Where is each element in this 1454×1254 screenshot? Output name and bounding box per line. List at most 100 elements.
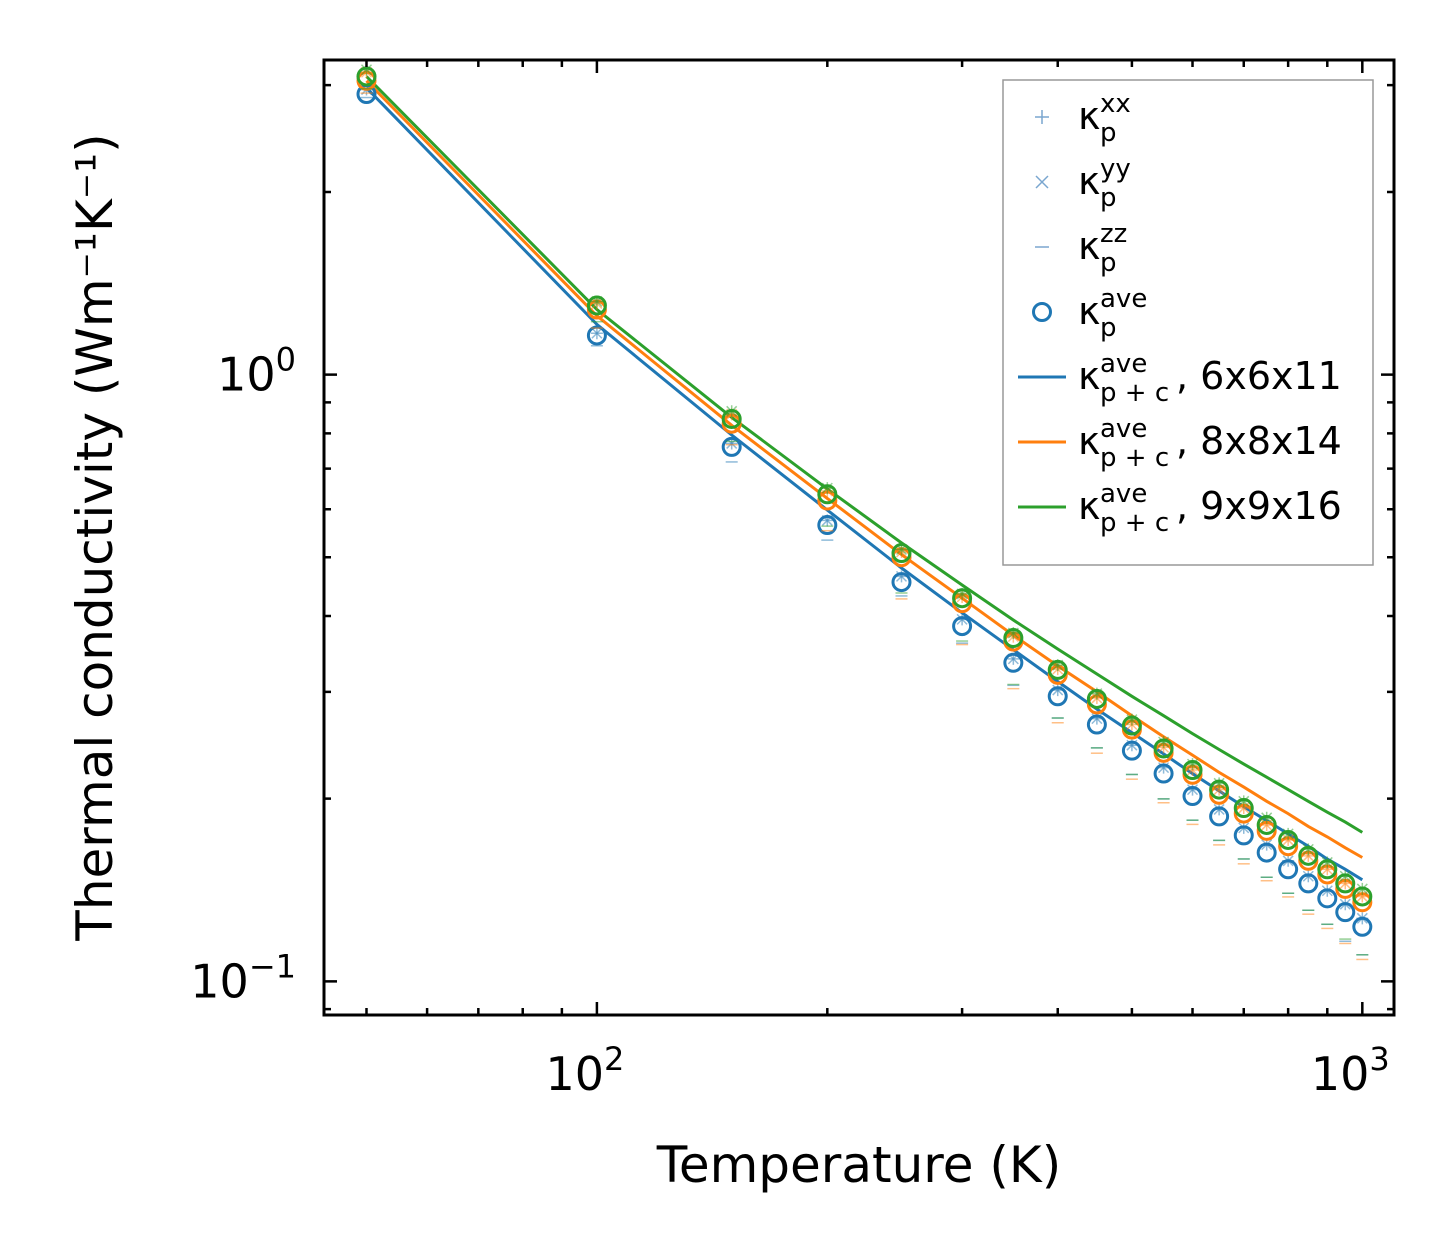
- legend-plus-marker: [1035, 110, 1049, 124]
- marker-ave-6x6x11: [1153, 763, 1174, 784]
- legend-entry-3-superscript: ave: [1100, 284, 1147, 314]
- marker-ave-9x9x16: [356, 66, 377, 87]
- legend-entry-4-superscript: ave: [1100, 349, 1147, 379]
- y-axis-label: Thermal conductivity (Wm⁻¹K⁻¹): [66, 133, 124, 941]
- marker-ave-9x9x16: [586, 295, 607, 316]
- series-line-6x6x11: [365, 86, 1364, 882]
- marker-ave-6x6x11: [721, 436, 742, 457]
- legend-entry-5-subscript: p + c: [1100, 443, 1169, 473]
- marker-yy-6x6x11: [1052, 684, 1064, 696]
- marker-yy-6x6x11: [956, 613, 968, 625]
- marker-ave-9x9x16: [1003, 628, 1024, 649]
- marker-yy-9x9x16: [821, 482, 833, 494]
- legend-entry-5-superscript: ave: [1100, 414, 1147, 444]
- legend-entry-0-label: κxx p: [1078, 89, 1131, 148]
- marker-yy-9x9x16: [1321, 856, 1333, 868]
- marker-ave-6x6x11: [1182, 786, 1203, 807]
- marker-ave-6x6x11: [586, 325, 607, 346]
- legend-entry-0-symbol: κ: [1078, 94, 1100, 138]
- marker-ave-6x6x11: [1335, 902, 1356, 923]
- marker-ave-9x9x16: [1182, 759, 1203, 780]
- marker-ave-6x6x11: [1209, 806, 1230, 827]
- y-tick-label-base: 10: [217, 348, 276, 402]
- series-line-8x8x14: [365, 79, 1364, 859]
- marker-ave-9x9x16: [1153, 738, 1174, 759]
- legend-entry-1-label: κyy p: [1078, 154, 1131, 213]
- x-tick-label-base: 10: [545, 1047, 604, 1101]
- y-tick-label: 10−1: [190, 947, 296, 1008]
- legend-entry-2-subscript: p: [1100, 248, 1117, 278]
- marker-ave-9x9x16: [1352, 886, 1373, 907]
- y-tick-label-exponent: −1: [249, 947, 296, 985]
- legend-entry-1-superscript: yy: [1100, 154, 1131, 184]
- legend-entry-0-subscript: p: [1100, 118, 1117, 148]
- marker-yy-6x6x11: [591, 327, 603, 339]
- plot-frame: [322, 58, 1396, 1017]
- marker-ave-9x9x16: [1278, 829, 1299, 850]
- series-line-9x9x16: [365, 75, 1364, 834]
- legend-entry-5-label: κave p + c, 8x8x14: [1078, 414, 1342, 473]
- marker-yy-9x9x16: [1158, 736, 1170, 748]
- legend-entry-2-label: κzz p: [1078, 219, 1127, 278]
- marker-ave-9x9x16: [1317, 859, 1338, 880]
- x-tick-label-exponent: 2: [604, 1040, 624, 1078]
- legend-entry-1-subscript: p: [1100, 183, 1117, 213]
- y-tick-label-base: 10: [190, 954, 249, 1008]
- legend-entry-6-label: κave p + c, 9x9x16: [1078, 479, 1342, 538]
- marker-ave-6x6x11: [1278, 859, 1299, 880]
- marker-ave-6x6x11: [952, 616, 973, 637]
- marker-ave-6x6x11: [1233, 825, 1254, 846]
- marker-yy-6x6x11: [1186, 784, 1199, 796]
- marker-ave-9x9x16: [817, 484, 838, 505]
- marker-ave-6x6x11: [1047, 686, 1068, 707]
- marker-ave-9x9x16: [1047, 659, 1068, 680]
- marker-yy-9x9x16: [1213, 777, 1225, 789]
- legend-cross-marker: [1035, 175, 1049, 189]
- marker-ave-9x9x16: [1209, 779, 1230, 800]
- marker-ave-6x6x11: [817, 515, 838, 536]
- x-tick-label: 102: [545, 1040, 624, 1101]
- legend-entry-3-label: κave p: [1078, 284, 1147, 343]
- x-tick-label: 103: [1311, 1040, 1390, 1101]
- legend-entry-2-symbol: κ: [1078, 224, 1100, 268]
- legend-circle-marker: [1032, 302, 1052, 322]
- marker-ave-9x9x16: [952, 588, 973, 609]
- legend-entry-4-subscript: p + c: [1100, 378, 1169, 408]
- marker-ave-6x6x11: [1256, 842, 1277, 863]
- marker-ave-6x6x11: [1317, 888, 1338, 909]
- marker-ave-6x6x11: [891, 572, 912, 593]
- marker-yy-9x9x16: [360, 64, 373, 76]
- legend-entry-4-label: κave p + c, 6x6x11: [1078, 349, 1342, 408]
- series-layer: [356, 63, 1373, 961]
- y-tick-label: 100: [217, 341, 296, 402]
- x-axis-label: Temperature (K): [656, 1136, 1061, 1194]
- legend-entry-0-superscript: xx: [1100, 89, 1131, 119]
- legend-entry-6-superscript: ave: [1100, 479, 1147, 509]
- y-tick-label-exponent: 0: [276, 341, 296, 379]
- marker-ave-9x9x16: [721, 408, 742, 429]
- marker-ave-9x9x16: [891, 543, 912, 564]
- marker-yy-9x9x16: [1302, 843, 1314, 855]
- legend-entry-1-symbol: κ: [1078, 159, 1100, 203]
- marker-ave-6x6x11: [1352, 916, 1373, 937]
- marker-ave-6x6x11: [1298, 873, 1319, 894]
- marker-ave-9x9x16: [1121, 715, 1142, 736]
- legend-entry-5-suffix: , 8x8x14: [1176, 419, 1342, 463]
- legend-entry-5-symbol: κ: [1078, 419, 1100, 463]
- marker-ave-9x9x16: [1256, 814, 1277, 835]
- marker-ave-6x6x11: [1121, 740, 1142, 761]
- marker-yy-9x9x16: [1238, 795, 1250, 807]
- marker-ave-9x9x16: [1233, 798, 1254, 819]
- marker-ave-6x6x11: [1086, 714, 1107, 735]
- marker-ave-9x9x16: [1086, 688, 1107, 709]
- marker-ave-9x9x16: [1335, 873, 1356, 894]
- marker-ave-6x6x11: [1003, 652, 1024, 673]
- marker-yy-6x6x11: [1213, 803, 1225, 815]
- legend-entry-6-symbol: κ: [1078, 484, 1100, 528]
- legend-entry-2-superscript: zz: [1100, 219, 1127, 249]
- x-tick-label-exponent: 3: [1369, 1040, 1389, 1078]
- legend-entry-3-subscript: p: [1100, 313, 1117, 343]
